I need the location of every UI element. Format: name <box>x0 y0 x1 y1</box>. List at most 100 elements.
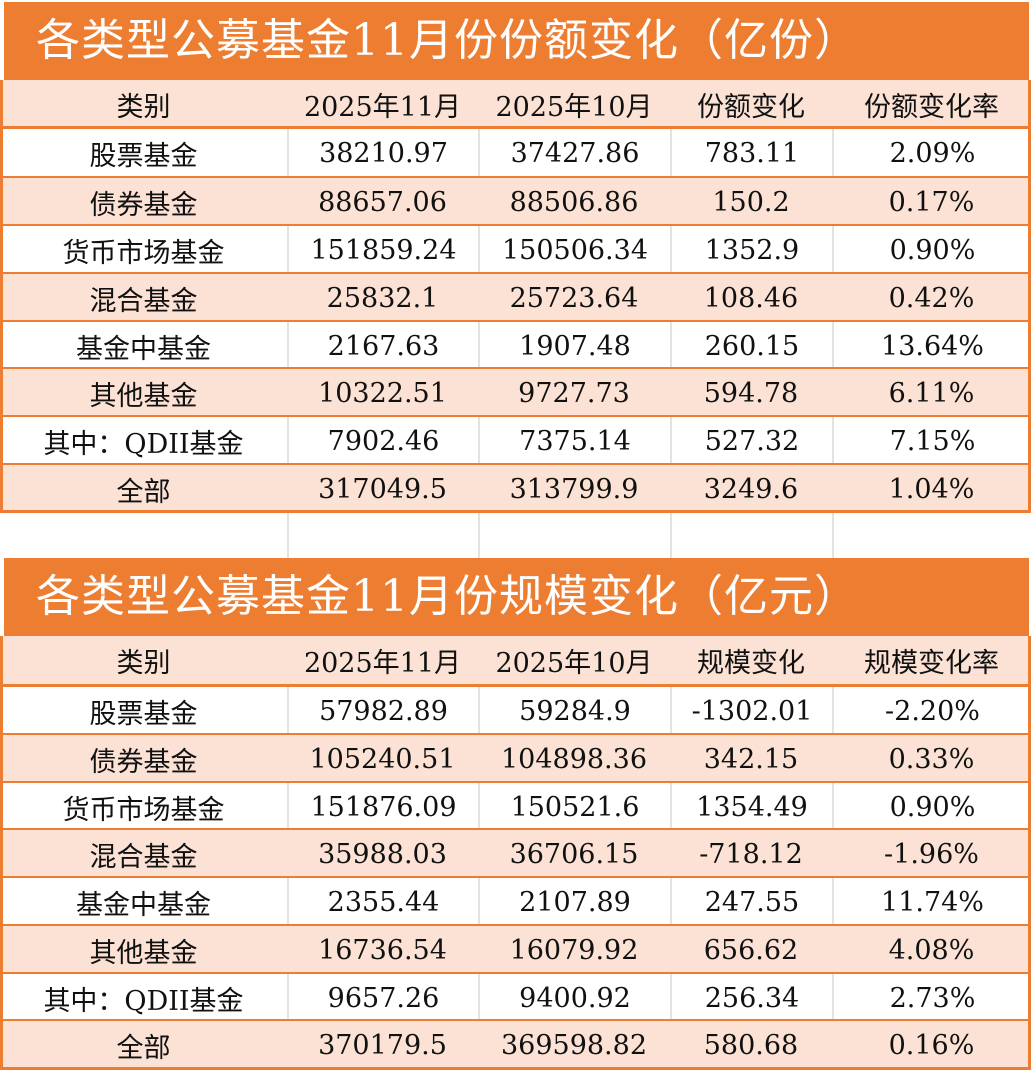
cell-oct: 9400.92 <box>478 974 670 1022</box>
cell-category: 全部 <box>116 1032 171 1064</box>
cell-oct: 25723.64 <box>509 282 639 314</box>
cell-rate: 0.90% <box>832 783 1031 831</box>
cell-category: 股票基金 <box>89 140 198 172</box>
cell-category: 混合基金 <box>89 841 198 873</box>
shares-table-title: 各类型公募基金11月份份额变化（亿份） <box>2 2 1029 80</box>
cell-change: 1354.49 <box>670 783 832 831</box>
cell-rate: 11.74% <box>832 878 1031 926</box>
cell-change: 150.2 <box>712 186 790 218</box>
header-nov-2025: 2025年11月 <box>303 91 462 123</box>
header-category: 类别 <box>116 91 171 123</box>
cell-oct: 369598.82 <box>500 1029 647 1061</box>
cell-change: 260.15 <box>670 322 832 370</box>
table-row: 股票基金 38210.97 37427.86 783.11 2.09% <box>0 129 1031 177</box>
divider <box>0 828 1031 831</box>
cell-change: 3249.6 <box>703 473 799 505</box>
cell-oct: 59284.9 <box>478 687 670 735</box>
table-row-total: 全部 370179.5 369598.82 580.68 0.16% <box>0 1021 1031 1069</box>
cell-oct: 9727.73 <box>518 377 630 409</box>
table-row: 混合基金 25832.1 25723.64 108.46 0.42% <box>0 274 1031 322</box>
cell-oct: 150506.34 <box>478 226 670 274</box>
cell-nov: 35988.03 <box>318 838 447 870</box>
divider <box>0 463 1031 466</box>
cell-category: 其他基金 <box>89 937 198 969</box>
cell-rate: -1.96% <box>884 838 979 870</box>
divider <box>0 126 1031 129</box>
cell-oct: 88506.86 <box>509 186 639 218</box>
header-change-rate: 规模变化率 <box>864 647 999 679</box>
scale-table-title: 各类型公募基金11月份规模变化（亿元） <box>2 558 1029 636</box>
table-row: 货币市场基金 151859.24 150506.34 1352.9 0.90% <box>0 226 1031 274</box>
cell-change: 108.46 <box>703 282 799 314</box>
table-row-total: 全部 317049.5 313799.9 3249.6 1.04% <box>0 465 1031 513</box>
divider <box>0 781 1031 784</box>
cell-rate: 7.15% <box>832 417 1031 465</box>
empty-cell <box>832 513 1031 558</box>
cell-rate: 0.17% <box>888 186 975 218</box>
cell-change: -718.12 <box>699 838 803 870</box>
table-row: 其他基金 16736.54 16079.92 656.62 4.08% <box>0 926 1031 974</box>
cell-nov: 317049.5 <box>318 473 447 505</box>
cell-nov: 2355.44 <box>287 878 478 926</box>
divider <box>0 1019 1031 1022</box>
table-row: 货币市场基金 151876.09 150521.6 1354.49 0.90% <box>0 783 1031 831</box>
cell-category: 基金中基金 <box>76 333 211 365</box>
divider <box>0 972 1031 975</box>
header-category: 类别 <box>116 647 171 679</box>
right-border <box>1028 80 1031 513</box>
cell-change: 783.11 <box>670 129 832 177</box>
cell-rate: 0.42% <box>888 282 975 314</box>
cell-nov: 38210.97 <box>287 129 478 177</box>
cell-nov: 9657.26 <box>287 974 478 1022</box>
cell-oct: 313799.9 <box>509 473 639 505</box>
divider <box>0 876 1031 879</box>
cell-nov: 88657.06 <box>318 186 447 218</box>
cell-oct: 2107.89 <box>478 878 670 926</box>
divider <box>0 924 1031 927</box>
cell-rate: 2.09% <box>832 129 1031 177</box>
cell-rate: 0.90% <box>832 226 1031 274</box>
cell-oct: 104898.36 <box>500 743 647 775</box>
divider <box>0 415 1031 418</box>
cell-nov: 370179.5 <box>318 1029 447 1061</box>
table-row: 其他基金 10322.51 9727.73 594.78 6.11% <box>0 369 1031 417</box>
cell-nov: 16736.54 <box>318 934 447 966</box>
cell-rate: 13.64% <box>832 322 1031 370</box>
cell-nov: 151876.09 <box>287 783 478 831</box>
divider <box>0 510 1031 513</box>
header-nov-2025: 2025年11月 <box>303 647 462 679</box>
cell-rate: 1.04% <box>888 473 975 505</box>
cell-category: 混合基金 <box>89 285 198 317</box>
table-row: 债券基金 88657.06 88506.86 150.2 0.17% <box>0 178 1031 226</box>
cell-category: 债券基金 <box>89 746 198 778</box>
empty-spacer-row <box>0 513 1031 558</box>
cell-category: 货币市场基金 <box>62 794 225 826</box>
cell-category: 股票基金 <box>89 698 198 730</box>
table-row: 基金中基金 2167.63 1907.48 260.15 13.64% <box>0 322 1031 370</box>
header-oct-2025: 2025年10月 <box>495 91 653 123</box>
cell-nov: 151859.24 <box>287 226 478 274</box>
divider <box>0 272 1031 275</box>
left-border <box>0 636 3 1070</box>
divider <box>0 176 1031 179</box>
cell-nov: 57982.89 <box>287 687 478 735</box>
table-row: 其中：QDII基金 7902.46 7375.14 527.32 7.15% <box>0 417 1031 465</box>
divider <box>0 1067 1031 1070</box>
cell-rate: 0.16% <box>888 1029 975 1061</box>
shares-header-row: 类别 2025年11月 2025年10月 份额变化 份额变化率 <box>0 80 1031 128</box>
header-change-rate: 份额变化率 <box>864 91 999 123</box>
empty-cell <box>0 513 287 558</box>
cell-oct: 7375.14 <box>478 417 670 465</box>
divider <box>0 320 1031 323</box>
cell-rate: 6.11% <box>888 377 975 409</box>
header-change: 份额变化 <box>697 91 805 123</box>
table-row: 混合基金 35988.03 36706.15 -718.12 -1.96% <box>0 830 1031 878</box>
table-row: 基金中基金 2355.44 2107.89 247.55 11.74% <box>0 878 1031 926</box>
divider <box>0 684 1031 687</box>
table-row: 股票基金 57982.89 59284.9 -1302.01 -2.20% <box>0 687 1031 735</box>
empty-cell <box>478 513 670 558</box>
cell-category: 货币市场基金 <box>62 237 225 269</box>
cell-nov: 105240.51 <box>309 743 456 775</box>
table-row: 债券基金 105240.51 104898.36 342.15 0.33% <box>0 735 1031 783</box>
cell-change: 527.32 <box>670 417 832 465</box>
